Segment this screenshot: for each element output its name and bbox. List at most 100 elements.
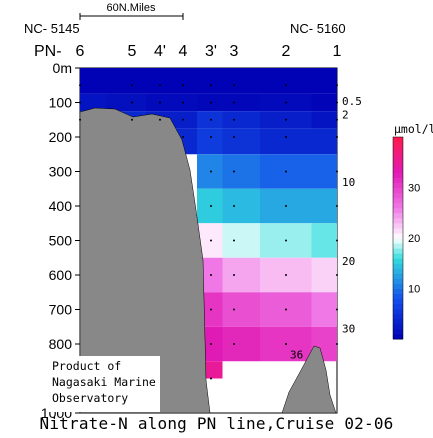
depth-tick-label-7: 700: [49, 302, 73, 318]
sample-point-5-4: [210, 205, 212, 207]
right-station-id: NC- 5160: [290, 21, 346, 36]
sample-point-3-6: [285, 136, 287, 138]
sample-point-2-7: [336, 118, 338, 121]
seabed-ridge: [281, 345, 337, 414]
contour-label-3: 20: [342, 255, 355, 268]
sample-point-1-1: [131, 101, 133, 104]
station-label-5: 3: [230, 43, 239, 60]
credit-line-2: Nagasaki Marine: [52, 375, 156, 389]
colorbar-tick-2: 30: [408, 183, 420, 195]
sample-point-2-4: [210, 118, 212, 121]
sample-point-2-5: [233, 118, 235, 121]
sample-point-2-0: [79, 118, 81, 121]
chart-title: Nitrate-N along PN line,Cruise 02-06: [39, 414, 394, 433]
colorbar-segment-21: [393, 227, 403, 234]
sample-point-4-4: [210, 170, 212, 173]
contour-label-1: 2: [342, 109, 349, 122]
colorbar-segment-29: [393, 187, 403, 194]
station-label-7: 1: [333, 43, 342, 60]
band-cell-1-4: [197, 93, 223, 112]
band-cell-4-4: [197, 154, 223, 189]
depth-tick-label-3: 300: [49, 164, 73, 180]
colorbar-segment-15: [393, 258, 403, 264]
sample-point-0-2: [159, 84, 161, 87]
band-cell-4-7: [311, 154, 337, 189]
station-label-2: 4': [154, 43, 166, 60]
scale-bar: 60N.Miles: [79, 2, 184, 20]
colorbar-segment-10: [393, 283, 403, 289]
sample-point-9-5: [233, 343, 235, 345]
colorbar-segment-20: [393, 232, 403, 239]
colorbar-segment-11: [393, 278, 403, 284]
sample-points: [79, 84, 338, 380]
sample-point-5-7: [336, 205, 338, 207]
depth-tick-label-4: 400: [49, 198, 73, 214]
sample-point-2-1: [131, 118, 133, 121]
sample-point-9-4: [210, 343, 212, 345]
colorbar-segment-1: [393, 328, 403, 335]
sample-point-5-6: [285, 205, 287, 207]
contour-labels: 0.52 10 20 30 36: [290, 95, 362, 362]
band-cell-6-7: [311, 223, 337, 258]
sample-point-2-6: [285, 118, 287, 121]
sample-point-2-2: [159, 118, 161, 121]
sample-point-7-6: [285, 274, 287, 276]
sample-point-7-7: [336, 274, 338, 276]
sample-point-1-2: [159, 101, 161, 104]
band-cell-2-3: [171, 111, 197, 129]
band-cell-3-6: [260, 128, 312, 155]
band-cell-1-0: [80, 93, 106, 112]
sample-point-6-4: [210, 239, 212, 242]
sample-point-1-7: [336, 101, 338, 104]
seabed: [79, 107, 337, 414]
sample-point-3-4: [210, 136, 212, 138]
band-cell-0-5: [222, 68, 260, 94]
band-cell-0-7: [311, 68, 337, 94]
colorbar-tick-0: 10: [408, 284, 420, 296]
colorbar-segment-27: [393, 197, 403, 204]
band-cell-0-6: [260, 68, 312, 94]
band-cell-1-2: [146, 93, 172, 112]
band-cell-1-1: [106, 93, 146, 112]
colorbar-segment-32: [393, 172, 403, 178]
depth-tick-label-5: 500: [49, 233, 73, 249]
colorbar-segment-14: [393, 263, 403, 269]
sample-point-3-3: [182, 136, 184, 138]
sample-point-8-6: [285, 308, 287, 311]
station-labels: 6 5 4' 4 3' 3 2 1: [76, 43, 342, 60]
colorbar-segment-17: [393, 248, 403, 254]
sample-point-6-6: [285, 239, 287, 242]
sample-point-3-5: [233, 136, 235, 138]
colorbar-segment-24: [393, 212, 403, 219]
sample-point-0-3: [182, 84, 184, 87]
band-cell-1-5: [222, 93, 260, 112]
sample-point-1-4: [210, 101, 212, 104]
colorbar-segment-30: [393, 182, 403, 188]
sample-point-1-5: [233, 101, 235, 104]
band-cell-5-5: [222, 188, 260, 224]
colorbar-segment-4: [393, 313, 403, 320]
credit-line-3: Observatory: [52, 391, 129, 405]
band-cell-7-7: [311, 257, 337, 293]
colorbar-segment-6: [393, 303, 403, 310]
colorbar-segment-31: [393, 177, 403, 183]
sample-point-0-6: [285, 84, 287, 87]
colorbar-segment-35: [393, 157, 403, 163]
station-label-1: 5: [128, 43, 137, 60]
colorbar-segment-7: [393, 298, 403, 305]
credit-line-1: Product of: [52, 359, 122, 373]
band-cell-8-5: [222, 292, 260, 327]
band-cell-2-7: [311, 111, 337, 129]
band-cell-0-2: [146, 68, 172, 94]
sample-point-5-5: [233, 205, 235, 207]
sample-point-9-6: [285, 343, 287, 345]
band-cell-1-7: [311, 93, 337, 112]
sample-point-4-6: [285, 170, 287, 173]
colorbar-segment-19: [393, 238, 403, 244]
seabed-main: [79, 107, 211, 414]
band-cell-7-5: [222, 257, 260, 293]
credit-box: Product of Nagasaki Marine Observatory: [46, 356, 160, 412]
colorbar-segment-12: [393, 273, 403, 279]
colorbar-segment-0: [393, 333, 403, 340]
